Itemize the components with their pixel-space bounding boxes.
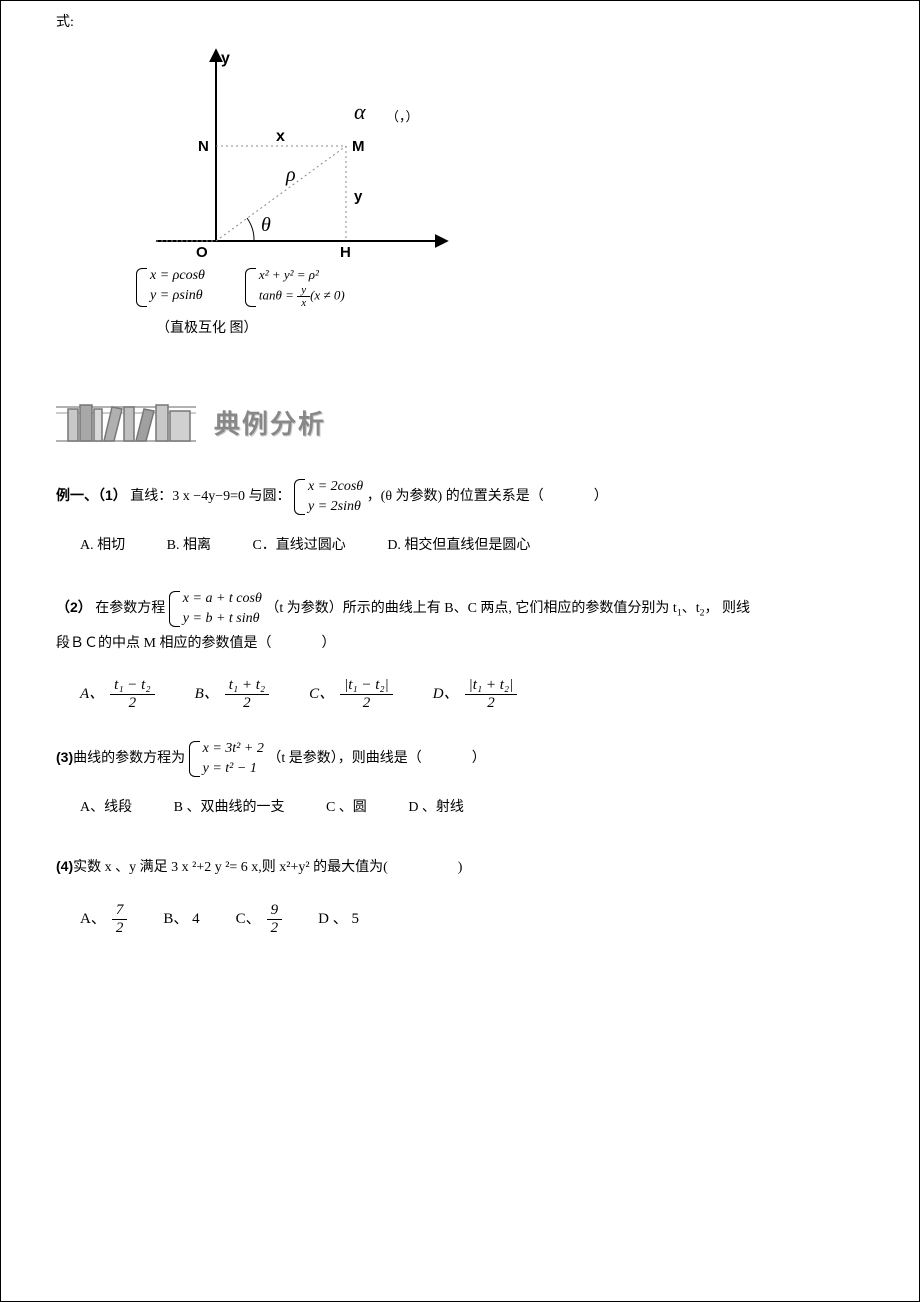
p2-eq-l1: x = a + t cosθ (183, 589, 262, 609)
p4-C-num: 9 (267, 902, 283, 920)
p4-opt-A: A、72 (80, 902, 127, 936)
p1-lead: 例一、（1） (56, 487, 127, 503)
left-eq-2: y = ρsinθ (150, 286, 205, 306)
problem-2: （2） 在参数方程 x = a + t cosθ y = b + t sinθ … (56, 589, 894, 711)
p1-equation: x = 2cosθ y = 2sinθ (294, 477, 363, 516)
rho-label: ρ (285, 164, 296, 186)
p2-text-a: 在参数方程 (95, 601, 165, 616)
p3-opt-C: C 、圆 (326, 793, 367, 824)
p4-opt-D: D 、 5 (318, 903, 359, 936)
p2-B-den: 2 (225, 695, 269, 712)
p4-text-b: ) (458, 860, 463, 875)
tan-den: x (297, 297, 310, 309)
tan-num: y (297, 284, 310, 297)
theta-label: θ (261, 214, 271, 236)
section-banner: 典例分析 (56, 397, 894, 447)
left-conversion-eqs: x = ρcosθ y = ρsinθ (136, 266, 205, 309)
p3-equation: x = 3t² + 2 y = t² − 1 (189, 739, 264, 778)
p2-eq-l2: y = b + t sinθ (183, 609, 262, 629)
p3-opt-D: D 、射线 (408, 793, 464, 824)
p4-A-num: 7 (112, 902, 128, 920)
problem-3: (3)曲线的参数方程为 x = 3t² + 2 y = t² − 1 （t 是参… (56, 739, 894, 823)
p2-B-num: t₁ + t₂ (225, 677, 269, 695)
p1-text-a: 直线：3 x −4y−9=0 与圆： (130, 489, 290, 504)
banner-title: 典例分析 (214, 404, 326, 441)
p1-opt-D: D. 相交但直线但是圆心 (387, 531, 530, 562)
p2-A-den: 2 (110, 695, 154, 712)
p4-C-den: 2 (267, 920, 283, 937)
books-icon (56, 397, 196, 447)
p3-opt-A: A、线段 (80, 793, 132, 824)
p4-text-a: 实数 x 、y 满足 3 x ²+2 y ²= 6 x,则 x²+y² 的最大值… (73, 860, 388, 875)
alpha-label: α (354, 99, 366, 124)
p3-lead: (3) (56, 749, 73, 765)
p2-opt-D: D、|t₁ + t₂|2 (433, 677, 517, 711)
O-label: O (196, 244, 208, 261)
p2-A-num: t₁ − t₂ (110, 677, 154, 695)
y-axis-label: y (221, 50, 230, 67)
problem-4: (4)实数 x 、y 满足 3 x ²+2 y ²= 6 x,则 x²+y² 的… (56, 851, 894, 936)
p1-text-b: ，(θ 为参数) 的位置关系是（ (367, 489, 544, 504)
p3-text-c: ） (472, 751, 486, 766)
p1-opt-A: A. 相切 (80, 531, 125, 562)
p1-eq-l1: x = 2cosθ (308, 477, 363, 497)
p3-text-a: 曲线的参数方程为 (73, 751, 185, 766)
p2-text-b: （t 为参数）所示的曲线上有 B、C 两点, 它们相应的参数值分别为 t (265, 601, 676, 616)
p2-opt-C: C、|t₁ − t₂|2 (309, 677, 393, 711)
p1-options: A. 相切 B. 相离 C．直线过圆心 D. 相交但直线但是圆心 (80, 531, 894, 562)
y-side-label: y (354, 188, 363, 205)
p4-A-den: 2 (112, 920, 128, 937)
M-label: M (352, 138, 365, 155)
left-eq-1: x = ρcosθ (150, 266, 205, 286)
p2-lead: （2） (56, 599, 92, 615)
N-label: N (198, 138, 209, 155)
p3-options: A、线段 B 、双曲线的一支 C 、圆 D 、射线 (80, 793, 894, 824)
p4-lead: (4) (56, 858, 73, 874)
p2-equation: x = a + t cosθ y = b + t sinθ (169, 589, 262, 628)
p1-text-c: ） (594, 489, 608, 504)
polar-diagram: y x α （，） N M ρ θ y O H x = ρcosθ y = ρs… (136, 41, 894, 309)
problem-1: 例一、（1） 直线：3 x −4y−9=0 与圆： x = 2cosθ y = … (56, 477, 894, 561)
page-container: 式: y x α （，） N M ρ (0, 0, 920, 1302)
p2-options: A、t₁ − t₂2 B、t₁ + t₂2 C、|t₁ − t₂|2 D、|t₁… (80, 677, 894, 711)
tan-prefix: tanθ = (259, 288, 297, 303)
p2-text-b2: 、t (682, 601, 700, 616)
p3-eq-l2: y = t² − 1 (203, 759, 264, 779)
p2-opt-B: B、t₁ + t₂2 (195, 677, 270, 711)
p2-opt-A: A、t₁ − t₂2 (80, 677, 155, 711)
p3-eq-l1: x = 3t² + 2 (203, 739, 264, 759)
p2-D-num: |t₁ + t₂| (465, 677, 518, 695)
p1-opt-C: C．直线过圆心 (252, 531, 345, 562)
p2-line2-end: ） (321, 636, 335, 651)
p4-options: A、72 B、 4 C、92 D 、 5 (80, 902, 894, 936)
right-eq-1: x² + y² = ρ² (259, 266, 345, 284)
p2-text-b3: ， 则线 (705, 601, 751, 616)
point-annotation: （，） (386, 109, 419, 124)
p1-opt-B: B. 相离 (167, 531, 211, 562)
p2-D-den: 2 (465, 695, 518, 712)
p2-C-num: |t₁ − t₂| (340, 677, 393, 695)
p3-text-b: （t 是参数），则曲线是（ (267, 751, 421, 766)
H-label: H (340, 244, 351, 261)
p2-line2: 段ＢＣ的中点 M 相应的参数值是（ (56, 636, 271, 651)
p3-opt-B: B 、双曲线的一支 (174, 793, 285, 824)
p4-opt-B: B、 4 (163, 903, 199, 936)
p1-eq-l2: y = 2sinθ (308, 497, 363, 517)
right-conversion-eqs: x² + y² = ρ² tanθ = yx(x ≠ 0) (245, 266, 345, 309)
x-label: x (276, 128, 285, 145)
p4-opt-C: C、92 (236, 902, 283, 936)
right-eq-2: tanθ = yx(x ≠ 0) (259, 284, 345, 309)
continuation-text: 式: (56, 11, 894, 31)
tan-suffix: (x ≠ 0) (310, 288, 345, 303)
p2-C-den: 2 (340, 695, 393, 712)
